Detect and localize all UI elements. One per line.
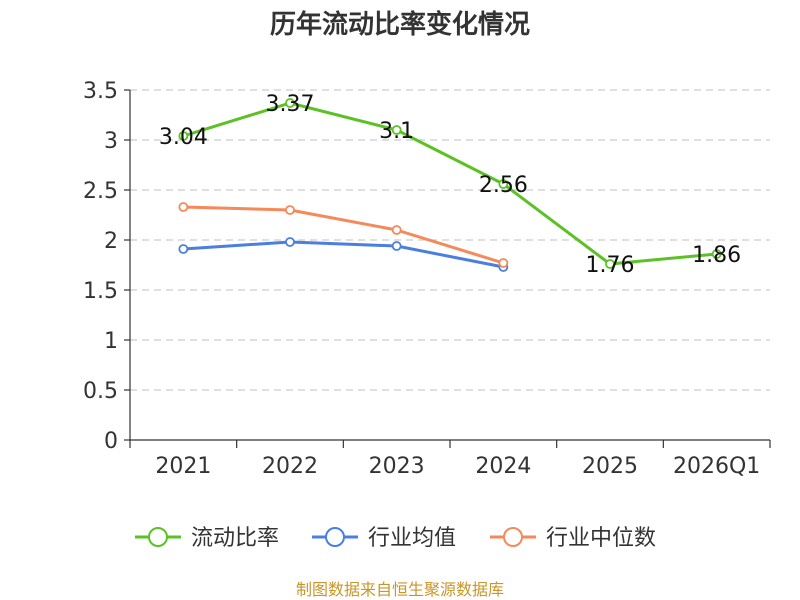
legend-marker-icon — [325, 527, 345, 547]
legend-marker-icon — [148, 527, 168, 547]
axes — [124, 89, 771, 448]
y-axis-ticks: 0 0.5 1 1.5 2 2.5 3 3.5 — [83, 79, 118, 454]
x-axis-ticks: 2021 2022 2023 2024 2025 2026Q1 — [155, 454, 760, 479]
data-point[interactable] — [178, 244, 189, 254]
data-point[interactable] — [178, 202, 189, 212]
data-point[interactable] — [285, 205, 295, 215]
data-point[interactable] — [391, 225, 402, 235]
legend-label: 行业中位数 — [546, 526, 656, 551]
data-label: 2.56 — [479, 173, 528, 198]
legend-item-1[interactable]: 行业均值 — [312, 526, 456, 551]
grid-lines — [130, 89, 770, 391]
legend-label: 流动比率 — [191, 526, 279, 551]
x-tick-label: 2024 — [475, 454, 531, 479]
data-label: 3.04 — [159, 125, 208, 150]
x-tick-label: 2021 — [155, 454, 211, 479]
y-tick-label: 2.5 — [83, 179, 118, 204]
legend-marker-icon — [503, 527, 523, 547]
data-label: 3.37 — [266, 92, 315, 117]
data-point[interactable] — [391, 241, 402, 251]
legend-item-2[interactable]: 行业中位数 — [490, 526, 656, 551]
y-tick-label: 0.5 — [83, 379, 118, 404]
data-point[interactable] — [391, 125, 402, 135]
legend[interactable]: 流动比率 行业均值 行业中位数 — [135, 526, 656, 551]
source-note: 制图数据来自恒生聚源数据库 — [296, 580, 504, 599]
data-labels: 3.04 3.37 3.1 2.56 1.76 1.86 — [159, 92, 741, 278]
data-point[interactable] — [178, 131, 189, 141]
data-label: 1.76 — [586, 253, 635, 278]
series-line-1 — [183, 240, 504, 269]
y-tick-label: 1.5 — [83, 279, 118, 304]
y-tick-label: 3.5 — [83, 79, 118, 104]
data-point[interactable] — [498, 258, 509, 268]
x-tick-label: 2023 — [369, 454, 425, 479]
data-point[interactable] — [605, 259, 615, 269]
data-point[interactable] — [711, 249, 722, 259]
legend-label: 行业均值 — [368, 526, 456, 551]
y-tick-label: 2 — [104, 229, 118, 254]
data-label: 1.86 — [692, 243, 741, 268]
series-group — [178, 98, 722, 272]
data-point[interactable] — [498, 179, 509, 189]
series-line-2 — [183, 205, 504, 265]
data-point[interactable] — [285, 237, 295, 247]
data-point[interactable] — [285, 98, 295, 108]
y-tick-label: 0 — [104, 429, 118, 454]
data-label: 3.1 — [379, 119, 414, 144]
x-tick-label: 2026Q1 — [673, 454, 760, 479]
legend-item-0[interactable]: 流动比率 — [135, 526, 279, 551]
x-tick-label: 2022 — [262, 454, 318, 479]
x-tick-label: 2025 — [582, 454, 638, 479]
y-tick-label: 1 — [104, 329, 118, 354]
y-tick-label: 3 — [104, 129, 118, 154]
chart-title: 历年流动比率变化情况 — [270, 9, 530, 40]
series-line-0 — [182, 101, 717, 266]
